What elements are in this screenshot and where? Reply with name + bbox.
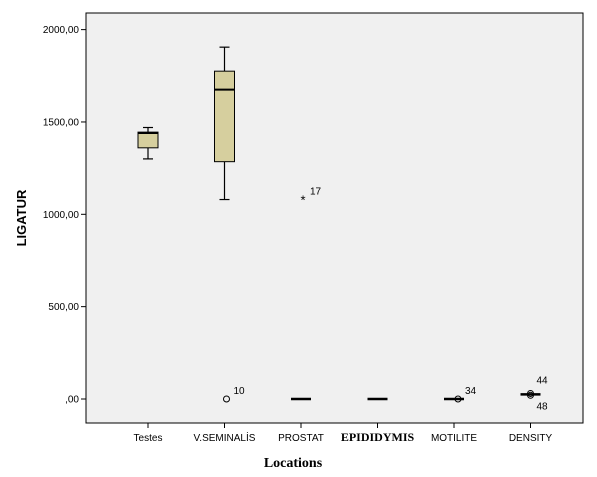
box-v-seminali-s bbox=[214, 46, 235, 201]
box-body bbox=[137, 131, 159, 149]
box-testes bbox=[137, 126, 159, 160]
x-axis: Testes V.SEMINALİS PROSTAT EPIDIDYMIS MOTILI… bbox=[134, 423, 553, 444]
outlier-label: 48 bbox=[537, 401, 549, 412]
x-axis-label: Locations bbox=[264, 456, 323, 471]
boxes bbox=[137, 46, 541, 401]
y-tick-label: 2000,00 bbox=[43, 25, 80, 36]
outlier-label: 10 bbox=[234, 386, 246, 397]
x-tick-label: EPIDIDYMIS bbox=[341, 430, 415, 444]
y-tick-label: 1500,00 bbox=[43, 117, 80, 128]
y-tick-label: ,00 bbox=[65, 394, 79, 405]
outlier-circle bbox=[223, 395, 230, 403]
x-tick-label: DENSITY bbox=[509, 433, 553, 444]
x-tick-label: V.SEMINALİS bbox=[194, 431, 256, 444]
outlier-label: 34 bbox=[465, 386, 477, 397]
box-body bbox=[214, 70, 235, 163]
y-tick-label: 500,00 bbox=[48, 302, 79, 313]
outlier-circle bbox=[527, 391, 534, 399]
y-tick-label: 1000,00 bbox=[43, 210, 80, 221]
outlier-circle bbox=[527, 389, 534, 397]
outlier-label: 17 bbox=[310, 187, 322, 198]
x-tick-label: Testes bbox=[134, 433, 163, 444]
y-axis: ,00 500,00 1000,00 1500,00 2000,00 bbox=[43, 25, 86, 405]
outlier-star: * bbox=[300, 193, 305, 208]
outliers: 10 * 17 34 44 48 bbox=[223, 187, 549, 412]
y-axis-label: LIGATUR bbox=[14, 189, 29, 246]
plot-area bbox=[85, 12, 584, 424]
x-tick-label: MOTILITE bbox=[431, 433, 477, 444]
outlier-circle bbox=[454, 395, 462, 403]
x-tick-label: PROSTAT bbox=[278, 433, 324, 444]
outlier-label: 44 bbox=[537, 375, 549, 386]
